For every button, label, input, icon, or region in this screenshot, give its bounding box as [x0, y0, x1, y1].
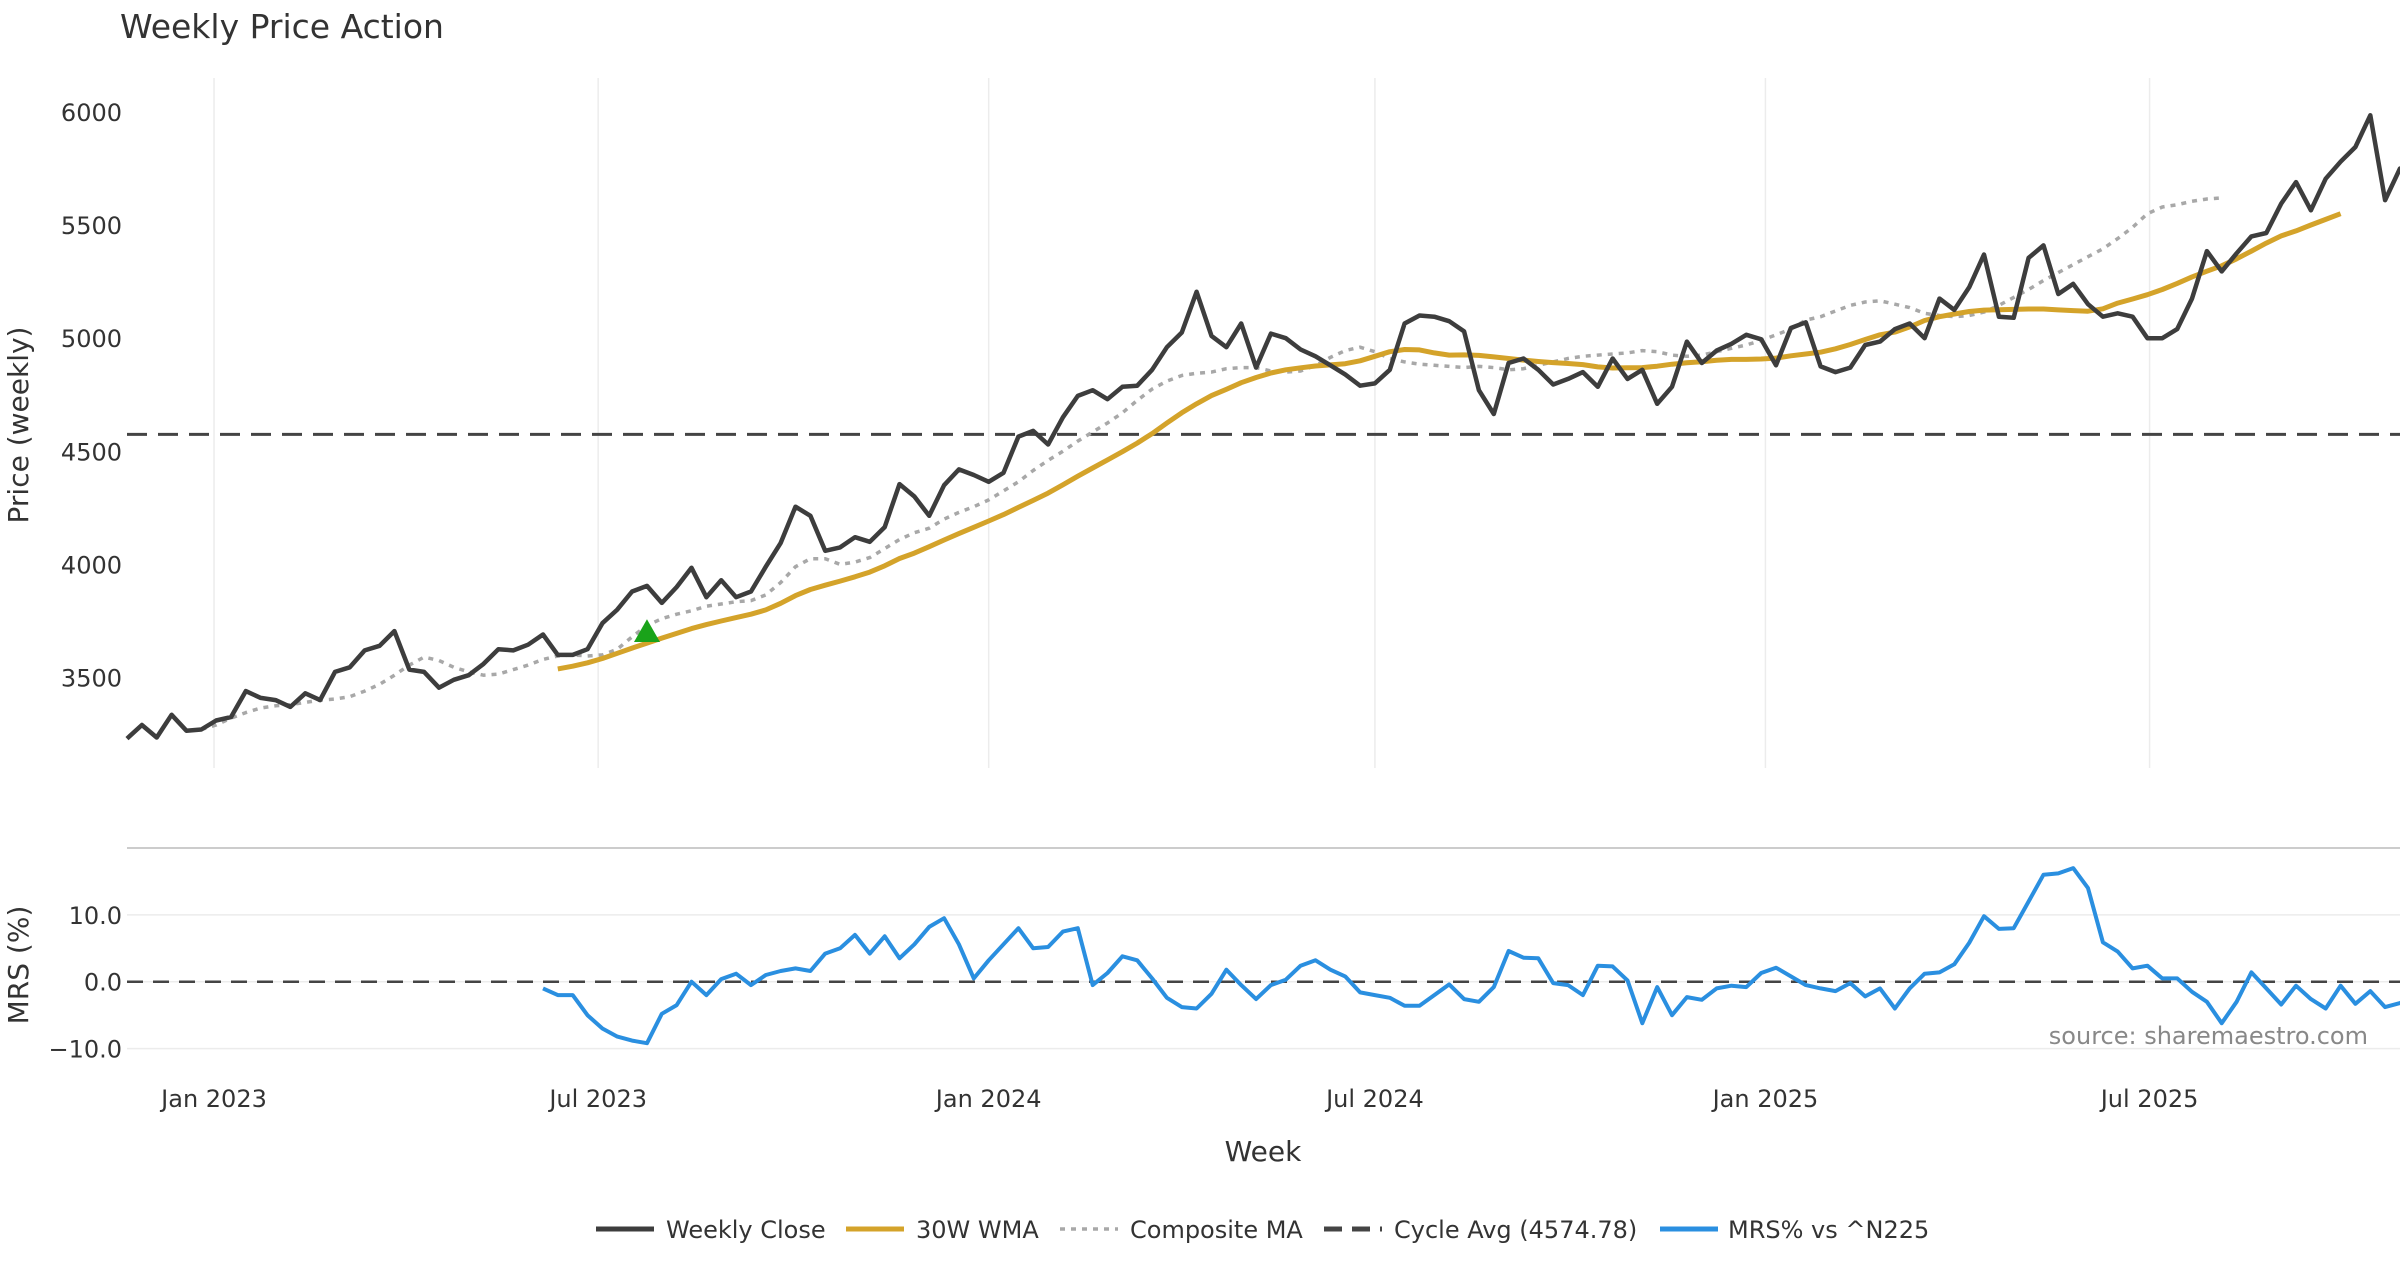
price-y-tick-label: 4500: [61, 438, 122, 466]
x-tick-label: Jul 2023: [547, 1085, 647, 1113]
x-tick-label: Jul 2025: [2099, 1085, 2199, 1113]
buy-signal-marker: [633, 619, 660, 643]
mrs-y-tick-label: 10.0: [69, 902, 122, 930]
price-y-tick-label: 4000: [61, 551, 122, 579]
price-y-tick-label: 5000: [61, 325, 122, 353]
legend-label: 30W WMA: [916, 1216, 1039, 1244]
price-panel: 3500 4000 4500 5000 5500 6000: [61, 78, 2400, 768]
x-tick-label: Jul 2024: [1324, 1085, 1424, 1113]
legend: Weekly Close 30W WMA Composite MA Cycle Avg…: [596, 1216, 1929, 1244]
chart-title: Weekly Price Action: [120, 7, 444, 46]
price-axis-label: Price (weekly): [2, 327, 35, 524]
x-tick-label: Jan 2023: [159, 1085, 267, 1113]
weekly-close-line: [125, 113, 2400, 741]
mrs-panel: 10.0 0.0 −10.0: [48, 847, 2400, 1064]
mrs-line: [542, 866, 2400, 1046]
mrs-axis-label: MRS (%): [2, 906, 35, 1025]
x-tick-label: Jan 2024: [934, 1085, 1042, 1113]
legend-label: Composite MA: [1130, 1216, 1303, 1244]
mrs-y-tick-label: −10.0: [48, 1036, 122, 1064]
x-tick-label: Jan 2025: [1711, 1085, 1819, 1113]
wma-30w-line: [557, 211, 2342, 672]
x-axis-label: Week: [1225, 1135, 1302, 1168]
source-watermark: source: sharemaestro.com: [2049, 1022, 2368, 1050]
mrs-y-tick-label: 0.0: [84, 969, 122, 997]
x-axis-ticks: Jan 2023 Jul 2023 Jan 2024 Jul 2024 Jan 2025…: [159, 1085, 2198, 1113]
legend-label: Weekly Close: [666, 1216, 826, 1244]
legend-label: MRS% vs ^N225: [1728, 1216, 1929, 1244]
price-y-tick-label: 6000: [61, 99, 122, 127]
composite-ma-line: [200, 196, 2222, 732]
price-y-tick-label: 5500: [61, 212, 122, 240]
price-y-tick-label: 3500: [61, 665, 122, 693]
legend-label: Cycle Avg (4574.78): [1394, 1216, 1637, 1244]
